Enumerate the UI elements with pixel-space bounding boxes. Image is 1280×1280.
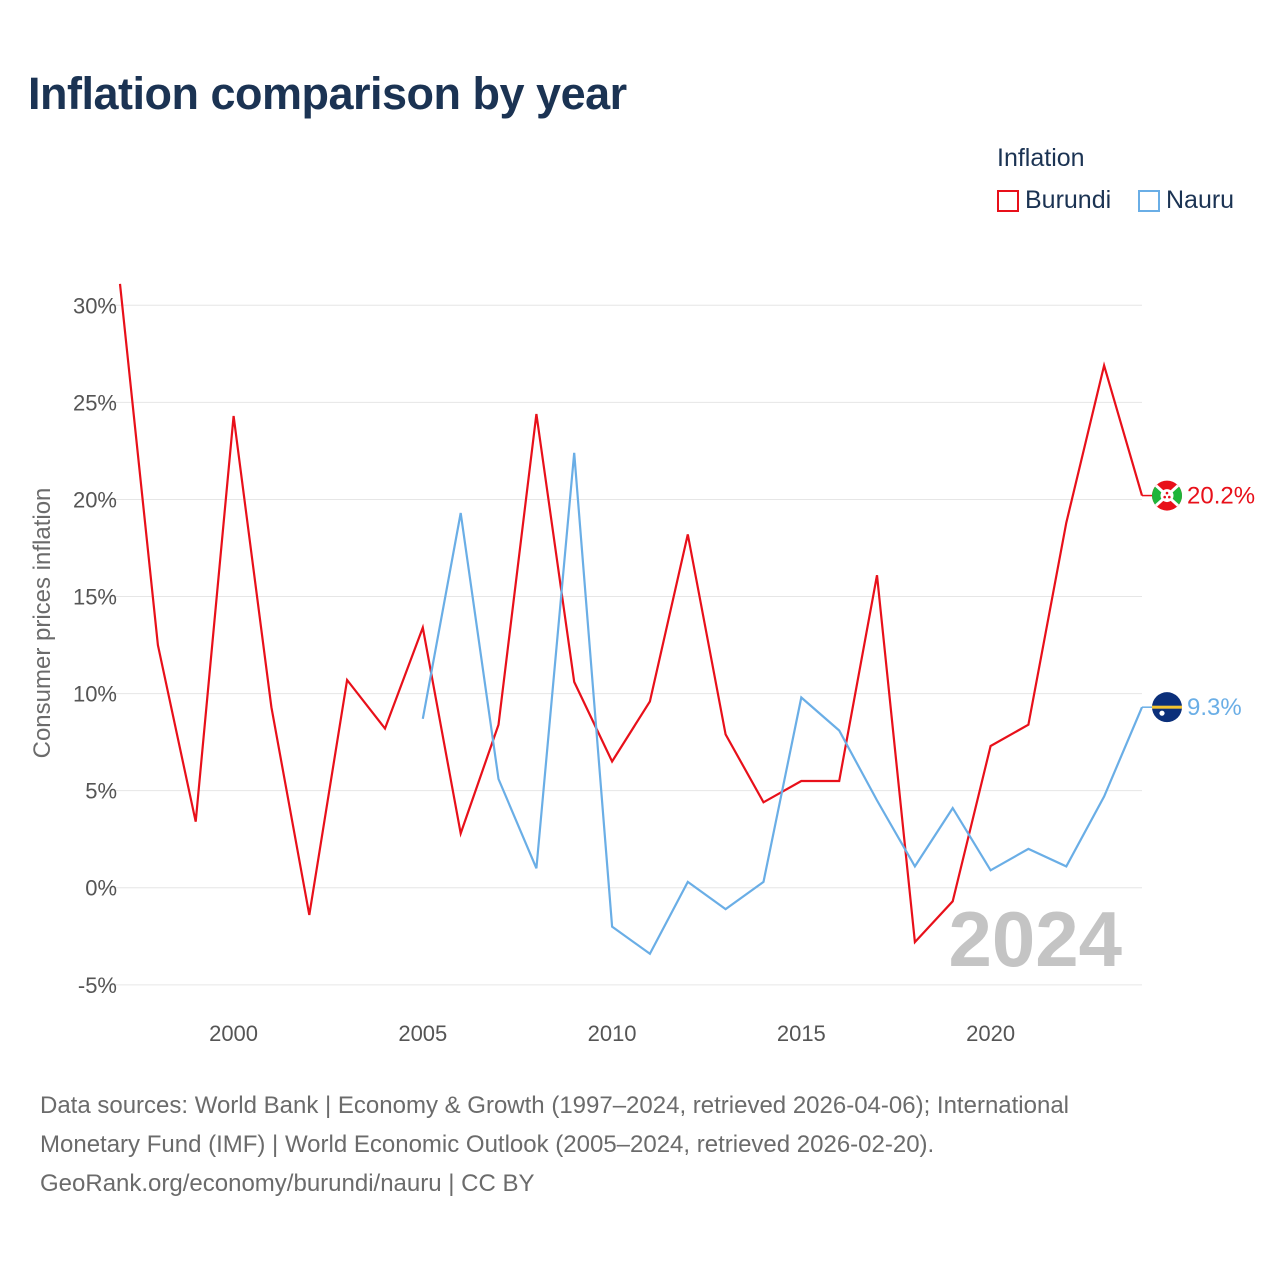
end-label-nauru: 9.3% [1187, 694, 1242, 721]
chart-title: Inflation comparison by year [28, 68, 627, 119]
legend-label-nauru: Nauru [1166, 186, 1235, 214]
flag-star [1159, 710, 1165, 716]
burundi-flag-icon [1152, 480, 1182, 511]
x-tick-label: 2005 [398, 1021, 447, 1046]
flag-star [1165, 491, 1169, 495]
source-line-1: Data sources: World Bank | Economy & Gro… [40, 1092, 1070, 1119]
series-line-nauru [421, 452, 1144, 956]
x-tick-label: 2010 [588, 1021, 637, 1046]
flag-center [1160, 489, 1174, 503]
series-lines [118, 283, 1144, 956]
series-end-labels: 20.2% 9.3% [1142, 480, 1255, 723]
line-chart: -5%0%5%10%15%20%25%30% 2000 2005 2010 2015 2… [29, 283, 1255, 1046]
y-tick-label: 0% [85, 876, 117, 901]
y-tick-label: 10% [73, 682, 117, 707]
y-tick-label: 5% [85, 779, 117, 804]
legend-item-burundi[interactable]: Burundi [997, 186, 1111, 215]
nauru-flag-icon [1152, 692, 1182, 723]
flag-green-right [1167, 485, 1182, 506]
legend-title: Inflation [997, 144, 1085, 172]
year-watermark: 2024 [948, 895, 1122, 983]
legend-swatch-nauru [1138, 189, 1160, 212]
series-line-burundi [118, 283, 1144, 945]
end-label-burundi: 20.2% [1187, 483, 1255, 510]
x-tick-label: 2015 [777, 1021, 826, 1046]
gridlines [105, 304, 1142, 986]
y-axis-ticks: -5% 0% 5% 10% 15% 20% 25% 30% [73, 293, 117, 998]
x-tick-label: 2020 [966, 1021, 1015, 1046]
source-line-2: Monetary Fund (IMF) | World Economic Out… [40, 1131, 935, 1158]
flag-green-left [1152, 485, 1167, 506]
flag-stripe [1152, 705, 1182, 709]
x-axis-ticks: 2000 2005 2010 2015 2020 [209, 1021, 1015, 1046]
legend-label-burundi: Burundi [1025, 186, 1112, 214]
y-tick-label: 30% [73, 293, 117, 318]
flag-star [1168, 495, 1171, 499]
flag-star [1163, 495, 1166, 499]
source-note: Data sources: World Bank | Economy & Gro… [40, 1086, 1240, 1203]
source-line-3: GeoRank.org/economy/burundi/nauru | CC B… [40, 1170, 535, 1197]
y-tick-label: -5% [78, 973, 117, 998]
y-tick-label: 20% [73, 487, 117, 512]
y-axis-label: Consumer prices inflation [29, 488, 56, 759]
legend-swatch-burundi [997, 189, 1019, 212]
y-tick-label: 25% [73, 390, 117, 415]
legend-item-nauru[interactable]: Nauru [1138, 186, 1234, 215]
x-tick-label: 2000 [209, 1021, 258, 1046]
y-tick-label: 15% [73, 585, 117, 610]
